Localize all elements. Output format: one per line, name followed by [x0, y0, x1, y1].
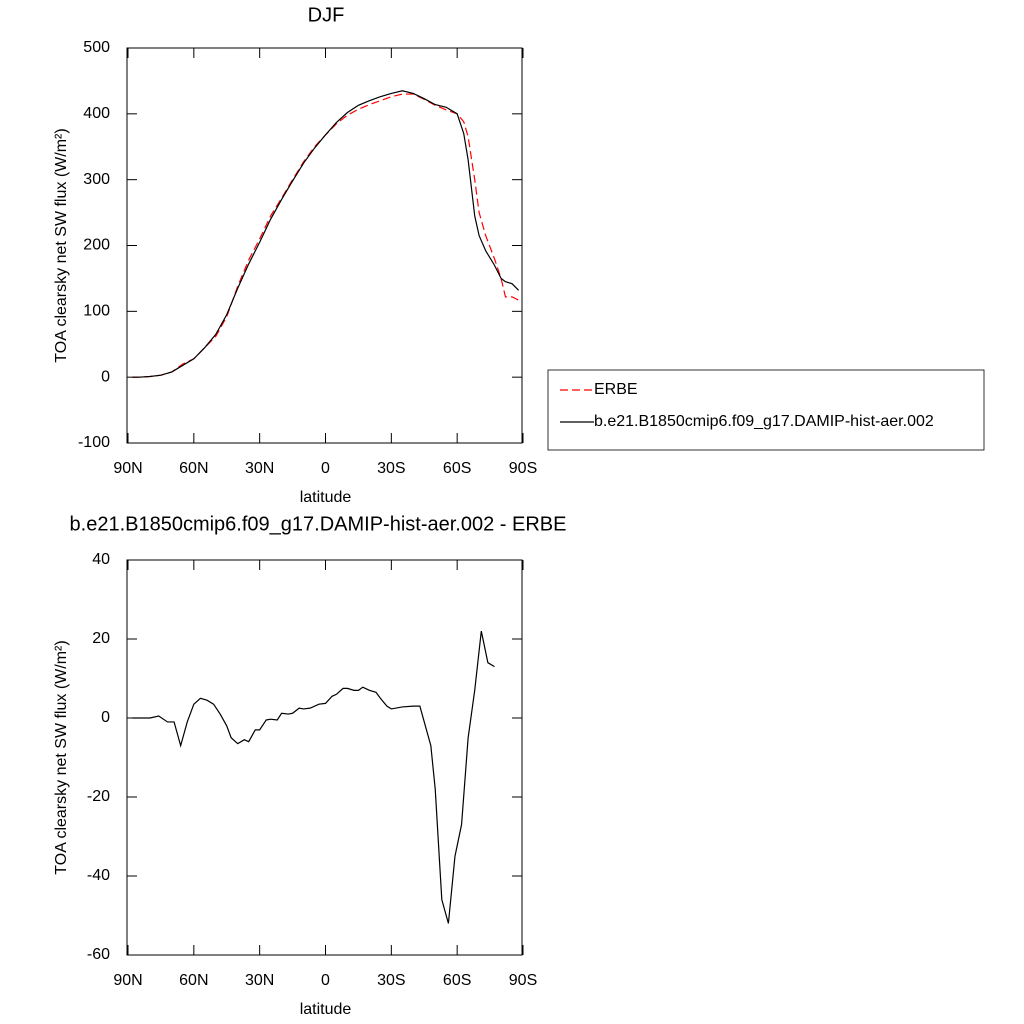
x-tick-label: 30N: [245, 972, 274, 989]
y-tick-label: 0: [101, 709, 110, 726]
x-tick-label: 30S: [377, 460, 405, 477]
x-tick-label: 0: [321, 460, 330, 477]
x-tick-label: 30N: [245, 460, 274, 477]
legend-box: [547, 369, 985, 451]
x-tick-label: 60S: [443, 972, 471, 989]
x-tick-label: 90S: [509, 972, 537, 989]
x-axis-label: latitude: [300, 489, 352, 506]
y-tick-label: 400: [83, 105, 110, 122]
y-tick-label: -20: [87, 788, 110, 805]
x-tick-label: 60N: [179, 972, 208, 989]
plot-frame: [126, 47, 523, 444]
y-tick-label: 500: [83, 39, 110, 56]
chart-title: DJF: [308, 4, 345, 26]
x-tick-label: 30S: [377, 972, 405, 989]
series-line: [132, 90, 520, 378]
y-tick-label: 100: [83, 303, 110, 320]
chart-title: b.e21.B1850cmip6.f09_g17.DAMIP-hist-aer.…: [70, 513, 567, 535]
y-tick-label: 40: [92, 551, 110, 568]
x-tick-label: 90N: [113, 972, 142, 989]
x-tick-label: 60N: [179, 460, 208, 477]
y-tick-label: -60: [87, 946, 110, 963]
plot-frame: [126, 559, 523, 956]
y-tick-label: 200: [83, 237, 110, 254]
x-axis-label: latitude: [300, 1001, 352, 1018]
y-axis-label: TOA clearsky net SW flux (W/m²): [53, 640, 70, 874]
x-tick-label: 90N: [113, 460, 142, 477]
y-tick-label: 0: [101, 368, 110, 385]
legend-label: ERBE: [594, 381, 638, 398]
y-tick-label: -100: [78, 434, 110, 451]
legend-label: b.e21.B1850cmip6.f09_g17.DAMIP-hist-aer.…: [594, 413, 934, 430]
y-tick-label: 300: [83, 171, 110, 188]
x-tick-label: 90S: [509, 460, 537, 477]
y-tick-label: 20: [92, 630, 110, 647]
series-line: [132, 93, 519, 378]
series-line: [132, 630, 495, 924]
y-tick-label: -40: [87, 867, 110, 884]
x-tick-label: 60S: [443, 460, 471, 477]
y-axis-label: TOA clearsky net SW flux (W/m²): [53, 128, 70, 362]
x-tick-label: 0: [321, 972, 330, 989]
